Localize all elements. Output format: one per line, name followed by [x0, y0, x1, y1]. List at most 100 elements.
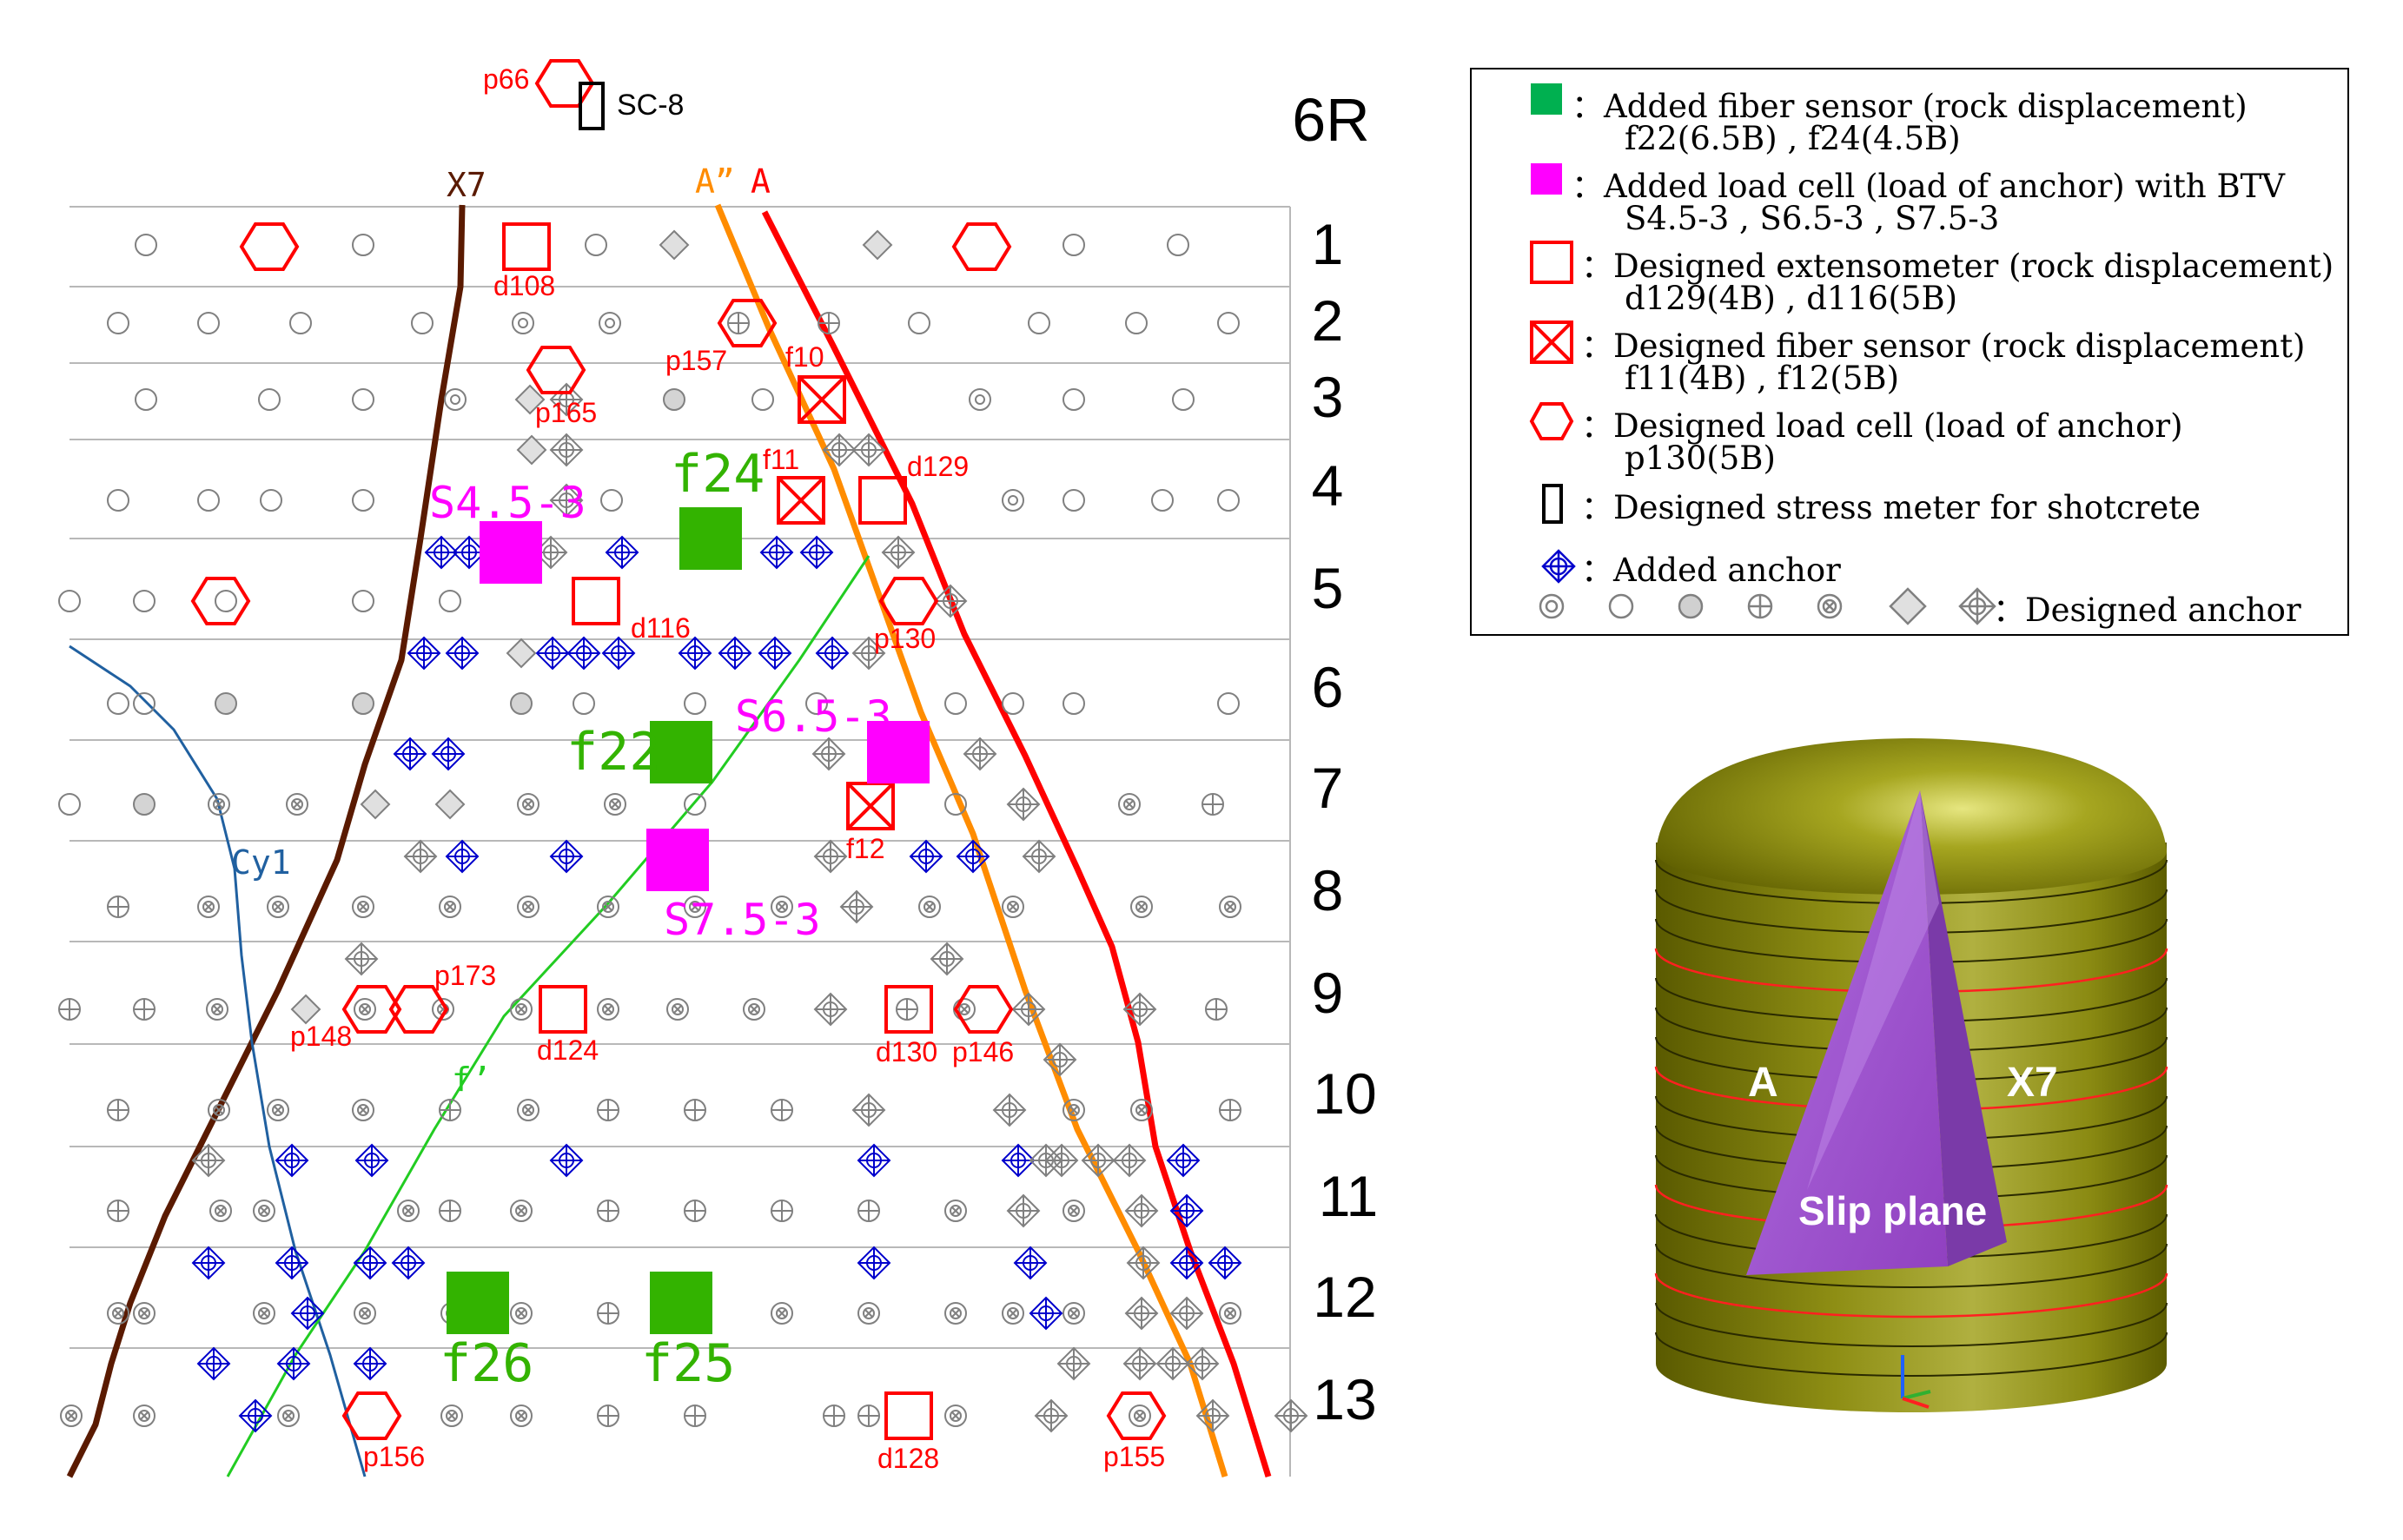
designed-anchor-icon — [1129, 1405, 1151, 1427]
load-cell-label: p156 — [363, 1441, 425, 1472]
designed-anchor-icon — [133, 998, 156, 1021]
added-fiber-label: f24 — [671, 444, 765, 505]
legend-added-load-cell-items: S4.5-3 , S6.5-3 , S7.5-3 — [1625, 200, 2000, 237]
designed-anchor-icon — [881, 535, 916, 570]
a-double-prime-label: A” — [695, 162, 735, 201]
designed-anchor-icon — [133, 590, 156, 612]
load-cell-icon — [526, 346, 586, 394]
designed-anchor-icon — [352, 692, 374, 715]
added-load-cell-icon — [867, 721, 930, 783]
designed-anchor-icon — [1062, 489, 1085, 512]
designed-anchor-icon — [857, 1200, 880, 1222]
added-fiber-sensor-icon — [650, 1272, 712, 1334]
designed-anchor-icon — [1125, 312, 1148, 334]
added-anchor-icon — [566, 636, 601, 671]
load-cell-label: p146 — [952, 1036, 1014, 1067]
designed-anchor-icon — [1202, 793, 1224, 816]
designed-anchor-icon — [599, 312, 621, 334]
added-load-cell-label: S6.5-3 — [735, 691, 892, 742]
added-anchor-icon — [275, 1246, 309, 1280]
designed-anchor-icon — [215, 692, 237, 715]
designed-anchor-icon — [1006, 787, 1041, 822]
added-anchor-icon — [857, 1246, 891, 1280]
added-fiber-sensor-icon — [679, 507, 742, 570]
designed-anchor-icon — [1062, 1302, 1085, 1325]
designed-anchor-icon — [1169, 1296, 1204, 1331]
designed-anchor-icon — [666, 998, 689, 1021]
added-anchor-icon — [1169, 1193, 1204, 1228]
extensometer-label: d130 — [876, 1036, 937, 1067]
designed-anchor-icon — [930, 942, 964, 976]
designed-anchor-icon — [354, 998, 376, 1021]
legend-designed-load-cell-label: ：Designed load cell (load of anchor) — [1581, 407, 2183, 445]
designed-anchor-icon — [58, 793, 81, 816]
designed-anchor-icon — [135, 234, 157, 256]
load-cell-label: p66 — [483, 63, 529, 95]
designed-anchor-icon — [206, 998, 228, 1021]
extensometer-label: d128 — [877, 1443, 939, 1474]
added-load-cell-icon — [646, 829, 709, 891]
designed-anchor-icon — [822, 433, 857, 467]
designed-anchor-icon — [953, 998, 976, 1021]
designed-fiber-label: f11 — [763, 444, 799, 475]
legend-extensometer-items: d129(4B) , d116(5B) — [1625, 280, 1958, 317]
a-label: A — [751, 162, 771, 201]
legend-added-load-cell-label: ：Added load cell (load of anchor) with B… — [1572, 168, 2286, 205]
designed-anchor-icon — [944, 1405, 967, 1427]
designed-anchor-icon — [517, 1099, 540, 1121]
designed-anchor-icon — [517, 896, 540, 918]
extensometer-icon — [884, 1391, 933, 1440]
designed-anchor-icon — [107, 1200, 129, 1222]
designed-anchor-icon — [58, 998, 81, 1021]
designed-anchor-icon — [684, 793, 706, 816]
legend-extensometer-label: ：Designed extensometer (rock displacemen… — [1581, 248, 2334, 285]
designed-anchor-icon — [597, 896, 619, 918]
designed-anchor-icon — [517, 793, 540, 816]
designed-anchor-icon — [933, 584, 968, 618]
designed-anchor-icon — [215, 590, 237, 612]
designed-anchor-icon — [813, 992, 848, 1027]
load-cell-icon — [388, 985, 449, 1034]
designed-anchor-icon — [208, 1099, 230, 1121]
designed-anchor-icon — [771, 1200, 793, 1222]
designed-anchor-icon — [839, 889, 874, 924]
designed-anchor-icon — [107, 1099, 129, 1121]
model-label-a: A — [1748, 1060, 1778, 1106]
designed-anchor-icon — [1122, 1346, 1157, 1381]
designed-anchor-icon — [512, 312, 534, 334]
designed-anchor-icon — [992, 1093, 1027, 1127]
designed-anchor-icon — [597, 1099, 619, 1121]
designed-anchor-icon — [851, 433, 886, 467]
designed-anchor-icon — [1118, 793, 1141, 816]
designed-anchor-icon — [684, 692, 706, 715]
designed-anchor-icon — [727, 312, 750, 334]
fiber-sensor-icon — [798, 375, 846, 424]
added-anchor-icon — [238, 1398, 273, 1433]
designed-anchor-icon — [1172, 388, 1195, 411]
legend-stress-meter-icon — [1542, 484, 1563, 524]
designed-anchor-icon — [771, 896, 793, 918]
designed-anchor-icon — [352, 489, 374, 512]
designed-anchor-icon — [506, 638, 537, 669]
designed-anchor-icon — [133, 793, 156, 816]
fiber-cross — [798, 375, 846, 424]
designed-anchor-icon — [440, 1405, 463, 1427]
designed-anchor-icon — [1130, 896, 1153, 918]
designed-anchor-icon — [516, 434, 547, 466]
designed-anchor-icon — [411, 312, 434, 334]
extensometer-icon — [884, 985, 933, 1034]
designed-anchor-icon — [944, 793, 967, 816]
designed-anchor-icon — [267, 1099, 289, 1121]
bench-number: 6 — [1312, 655, 1344, 719]
added-anchor-icon — [678, 636, 712, 671]
designed-anchor-icon — [1002, 489, 1024, 512]
designed-anchor-icon — [439, 1200, 461, 1222]
added-anchor-icon — [407, 636, 441, 671]
designed-anchor-icon — [851, 636, 886, 671]
designed-anchor-icon — [1205, 998, 1228, 1021]
added-anchor-icon — [535, 636, 570, 671]
designed-anchor-icon — [1044, 1143, 1079, 1178]
tank-ring — [1655, 1332, 2168, 1377]
